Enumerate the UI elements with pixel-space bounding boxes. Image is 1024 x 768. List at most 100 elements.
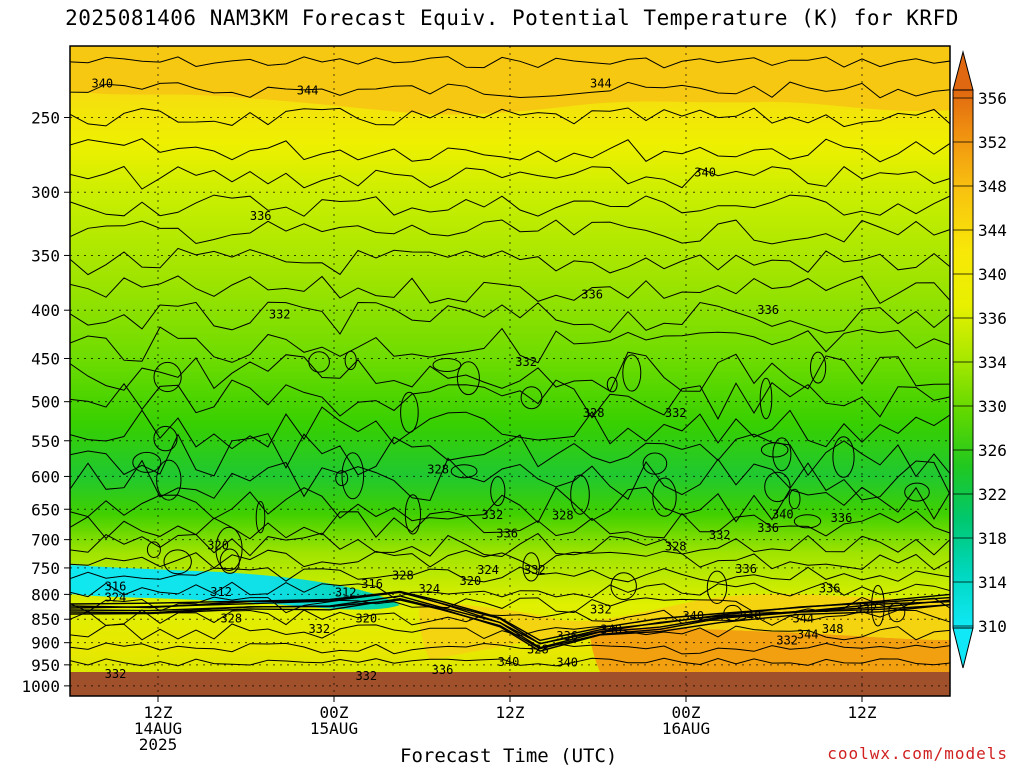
colorbar-label: 352 <box>978 133 1007 152</box>
contour-line <box>70 581 950 599</box>
contour-label: 320 <box>460 574 482 588</box>
cold-pool <box>70 565 400 610</box>
contour-label: 332 <box>482 508 504 522</box>
frontal-contour <box>70 590 950 645</box>
credit-link[interactable]: coolwx.com/models <box>827 744 1008 763</box>
colorbar-label: 348 <box>978 177 1007 196</box>
contour-cell <box>706 570 728 604</box>
y-tick-label: 400 <box>31 301 60 320</box>
y-tick-label: 650 <box>31 500 60 519</box>
contour-cell <box>832 436 855 478</box>
x-tick-label: 2025 <box>139 735 178 754</box>
contour-label: 312 <box>335 585 357 599</box>
y-tick-label: 250 <box>31 108 60 127</box>
contour-label: 340 <box>91 76 113 90</box>
contour-label: 324 <box>418 582 440 596</box>
colorbar-label: 334 <box>978 353 1007 372</box>
y-tick-label: 850 <box>31 610 60 629</box>
y-tick-label: 600 <box>31 467 60 486</box>
contour-line <box>70 532 950 558</box>
contour-label: 316 <box>105 580 127 594</box>
contour-label: 320 <box>355 611 377 625</box>
contour-label: 328 <box>220 611 242 625</box>
y-tick-label: 700 <box>31 531 60 550</box>
contour-label: 332 <box>308 622 330 636</box>
contour-label: 332 <box>269 307 291 321</box>
colorbar-label: 314 <box>978 573 1007 592</box>
contour-cell <box>522 552 540 582</box>
contour-label: 344 <box>792 611 814 625</box>
contour-label: 336 <box>581 288 603 302</box>
colorbar-body <box>952 89 974 629</box>
colorbar-label: 330 <box>978 397 1007 416</box>
contour-label: 336 <box>735 562 757 576</box>
colorbar-top-arrow <box>952 50 974 91</box>
contour-line <box>70 510 950 540</box>
contour-label: 332 <box>590 603 612 617</box>
contour-line <box>70 457 950 502</box>
contour-label: 340 <box>772 507 794 521</box>
frontal-contour <box>70 597 950 652</box>
contour-label: 328 <box>392 569 414 583</box>
contour-cell <box>759 377 773 420</box>
contour-line <box>70 194 950 217</box>
colorbar-bottom-arrow <box>952 627 974 669</box>
contour-label: 336 <box>819 582 841 596</box>
contour-label: 316 <box>361 577 383 591</box>
contour-cell <box>888 602 906 623</box>
contour-cell <box>153 361 182 393</box>
contour-cell <box>156 459 182 501</box>
contour-label: 328 <box>552 509 574 523</box>
contour-cell <box>255 501 266 534</box>
contour-label: 336 <box>496 527 518 541</box>
upper-warm-band <box>70 46 950 115</box>
contour-line <box>70 107 950 128</box>
colorbar-label: 326 <box>978 441 1007 460</box>
y-tick-label: 300 <box>31 183 60 202</box>
contour-line <box>70 406 950 450</box>
colorbar-label: 318 <box>978 529 1007 548</box>
contour-label: 340 <box>694 166 716 180</box>
contour-cell <box>793 514 822 529</box>
y-tick-label: 900 <box>31 634 60 653</box>
y-tick-label: 1000 <box>21 677 60 696</box>
contour-cell <box>642 452 668 475</box>
x-tick-label: 00Z <box>672 703 701 722</box>
y-tick-label: 750 <box>31 559 60 578</box>
contour-cell <box>606 376 618 393</box>
contour-label: 332 <box>355 669 377 683</box>
contour-cell <box>432 358 462 372</box>
y-axis: 250 300 350 400 450 500 550 600 650 700 750 800 850 9… <box>21 108 70 696</box>
contour-line <box>70 165 950 190</box>
contour-line <box>70 138 950 163</box>
contour-cell <box>764 471 791 503</box>
x-tick-label: 12Z <box>496 703 525 722</box>
contour-label: 336 <box>432 663 454 677</box>
y-tick-label: 500 <box>31 393 60 412</box>
contour-label: 340 <box>682 609 704 623</box>
contour-label: 328 <box>427 463 449 477</box>
contour-line <box>70 326 950 364</box>
contour-cell <box>652 477 677 517</box>
low-warm-area <box>590 627 950 672</box>
contour-label: 332 <box>709 528 731 542</box>
contour-cell <box>146 541 161 559</box>
x-tick-label: 12Z <box>848 703 877 722</box>
colorbar-label: 336 <box>978 309 1007 328</box>
contour-label: 344 <box>590 76 612 90</box>
contour-line <box>70 642 950 655</box>
contour-label: 332 <box>105 667 127 681</box>
contour-cell <box>760 442 789 458</box>
x-tick-label: 16AUG <box>662 719 710 738</box>
contour-cell <box>404 494 421 535</box>
contour-label: 320 <box>207 539 229 553</box>
contour-cell <box>344 350 357 371</box>
contour-line <box>70 549 950 571</box>
colorbar-label: 344 <box>978 221 1007 240</box>
contour-cell <box>153 425 178 452</box>
contour-line <box>70 219 950 245</box>
contour-labels: 340 344 344 340 336 336 336 332 332 328 332 328 332 3… <box>91 76 877 683</box>
chart-title: 2025081406 NAM3KM Forecast Equiv. Potent… <box>65 6 959 30</box>
y-tick-label: 350 <box>31 246 60 265</box>
